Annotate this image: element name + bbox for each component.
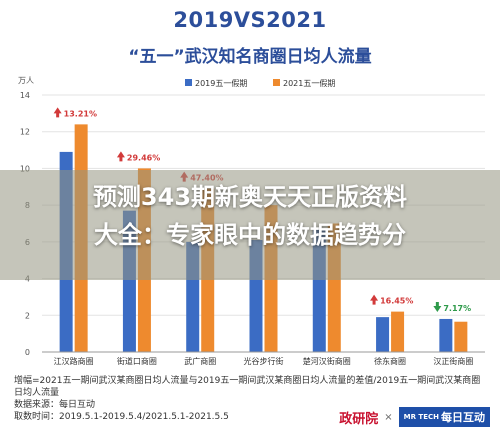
footer-note: 增幅=2021五一期间武汉某商圈日均人流量与2019五一期间武汉某商圈日均人流量…	[14, 376, 481, 398]
legend-label: 2021五一假期	[283, 79, 335, 88]
y-tick-label: 2	[25, 311, 30, 320]
growth-label: 7.17%	[443, 304, 471, 313]
x-tick-label: 汉正街商圈	[433, 356, 473, 366]
overlay-banner	[0, 170, 500, 280]
x-tick-label: 江汉路商圈	[54, 356, 94, 366]
bar	[454, 321, 468, 352]
chart-subtitle: “五一”武汉知名商圈日均人流量	[128, 47, 372, 67]
bar	[376, 317, 390, 352]
meiri-logo-text: 每日互动	[441, 411, 485, 424]
logo-group: 政研院 × MR TECH 每日互动	[339, 407, 490, 427]
y-tick-label: 10	[20, 164, 30, 173]
growth-up-arrow-icon	[370, 294, 379, 305]
x-tick-label: 徐东商圈	[374, 356, 406, 366]
growth-up-arrow-icon	[53, 107, 62, 118]
bar	[439, 318, 453, 352]
x-tick-label: 光谷步行街	[244, 356, 284, 366]
y-tick-label: 0	[25, 348, 30, 357]
legend-label: 2019五一假期	[195, 79, 247, 88]
growth-label: 16.45%	[380, 297, 413, 306]
bar	[391, 311, 405, 352]
growth-label: 29.46%	[127, 153, 160, 162]
meiri-logo: MR TECH 每日互动	[398, 407, 490, 427]
banner-line-1: 预测343期新奥天天正版资料	[92, 183, 408, 211]
chart-title: 2019VS2021	[173, 8, 327, 32]
x-tick-label: 街道口商圈	[117, 356, 157, 366]
footer-source: 数据来源：每日互动	[14, 400, 96, 410]
growth-label: 13.21%	[64, 109, 97, 118]
times-sign: ×	[384, 411, 393, 423]
y-tick-label: 14	[20, 91, 30, 100]
y-axis-label: 万人	[18, 76, 34, 85]
legend-swatch	[273, 79, 280, 86]
chart-footer: 增幅=2021五一期间武汉某商圈日均人流量与2019五一期间武汉某商圈日均人流量…	[14, 375, 484, 423]
growth-up-arrow-icon	[116, 151, 125, 162]
zhengyan-logo: 政研院	[339, 411, 379, 427]
meiri-logo-mark: MR TECH	[403, 413, 439, 421]
x-tick-label: 武广商圈	[184, 356, 216, 366]
footer-period: 取数时间：2019.5.1-2019.5.4/2021.5.1-2021.5.5	[14, 412, 229, 422]
banner-line-2: 大全：专家眼中的数据趋势分	[94, 221, 406, 249]
legend-swatch	[185, 79, 192, 86]
overlay-banner-text: 预测343期新奥天天正版资料 大全：专家眼中的数据趋势分	[0, 178, 500, 254]
x-tick-label: 楚河汉街商圈	[303, 356, 351, 366]
growth-down-arrow-icon	[433, 301, 442, 312]
y-tick-label: 12	[20, 128, 30, 137]
